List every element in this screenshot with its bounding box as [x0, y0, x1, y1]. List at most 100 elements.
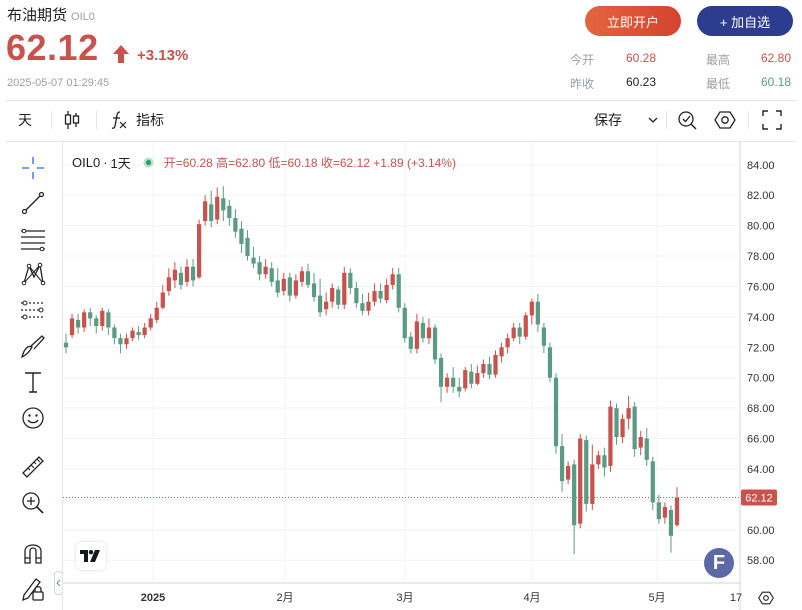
candle — [166, 268, 171, 296]
candle-body — [239, 228, 244, 244]
candle — [511, 322, 516, 342]
candle — [100, 307, 105, 331]
trendline-tool[interactable] — [18, 188, 48, 218]
lock-pencil-icon — [22, 578, 44, 602]
candle — [209, 190, 214, 228]
candle — [69, 313, 75, 339]
candle-body — [445, 377, 450, 387]
fib-lines-tool[interactable] — [18, 224, 48, 254]
candle-body — [215, 196, 220, 220]
ruler-lines-tool[interactable] — [18, 295, 48, 325]
candle-body — [656, 502, 661, 520]
candle — [378, 283, 383, 304]
candle-body — [136, 332, 141, 336]
candle — [233, 208, 238, 238]
candle-body — [584, 440, 589, 504]
candle — [293, 274, 298, 299]
settings-button[interactable] — [714, 106, 736, 134]
magnet-tool[interactable] — [18, 537, 48, 567]
candle-body — [233, 218, 238, 232]
lock-pencil-tool[interactable] — [18, 573, 48, 603]
candle — [372, 283, 377, 307]
tradingview-logo[interactable] — [76, 542, 106, 570]
candle-body — [626, 408, 631, 419]
candle — [596, 450, 601, 469]
candle — [215, 187, 220, 225]
candle-body — [517, 327, 522, 337]
candle-body — [529, 301, 534, 316]
f-logo-icon[interactable]: F — [704, 548, 734, 578]
last-price-badge — [741, 489, 777, 506]
candle — [390, 268, 395, 290]
candle — [445, 373, 450, 393]
candle — [402, 303, 407, 343]
indicators-button[interactable]: 指标 — [110, 106, 164, 134]
zoom-in-tool[interactable] — [18, 488, 48, 518]
fullscreen-button[interactable] — [762, 106, 782, 134]
candle-body — [457, 386, 462, 392]
candle — [354, 281, 359, 308]
candle — [565, 461, 571, 485]
candle — [481, 359, 486, 378]
candle-body — [75, 319, 81, 328]
candle — [94, 315, 99, 334]
candle — [493, 350, 498, 378]
text-tool[interactable] — [18, 367, 48, 397]
candle — [239, 221, 244, 254]
axis-settings-button[interactable] — [756, 589, 776, 607]
candle — [88, 307, 93, 327]
candle — [632, 402, 637, 457]
add-watchlist-button[interactable]: + 加自选 — [697, 6, 793, 36]
candle — [136, 326, 141, 340]
candle — [644, 427, 649, 466]
candle-body — [493, 354, 498, 375]
chart-grid — [63, 142, 741, 610]
candle-body — [505, 338, 510, 348]
brush-tool[interactable] — [18, 331, 48, 361]
candle — [366, 292, 371, 316]
open-account-button[interactable]: 立即开户 — [585, 6, 681, 36]
zoom-in-icon — [22, 492, 44, 514]
candle-body — [118, 338, 123, 345]
candle-body — [523, 315, 528, 337]
candle-body — [578, 438, 583, 524]
candle-body — [245, 237, 250, 257]
prev-close-value: 60.23 — [626, 75, 657, 89]
fullscreen-icon — [762, 110, 782, 130]
candle-body — [88, 312, 93, 319]
candle-body — [559, 446, 565, 482]
alert-button[interactable] — [676, 106, 698, 134]
candle — [475, 365, 480, 386]
candle-body — [372, 291, 377, 302]
interval-selector[interactable]: 天 — [18, 112, 32, 128]
candle — [656, 494, 661, 524]
emoji-tool[interactable] — [18, 403, 48, 433]
candle — [336, 286, 341, 310]
candle-body — [130, 330, 135, 339]
crosshair-tool[interactable] — [18, 153, 48, 183]
tradingview-logo-icon — [80, 550, 100, 562]
candle-body — [644, 438, 649, 460]
candle — [469, 364, 474, 389]
candle — [420, 316, 426, 343]
pattern-tool[interactable] — [18, 259, 48, 289]
candle-body — [172, 269, 178, 281]
candle-body — [481, 364, 486, 374]
y-tick-label: 82.00 — [747, 190, 775, 202]
header-divider — [6, 100, 796, 101]
candle-body — [463, 370, 468, 389]
candle — [463, 367, 468, 392]
candle — [269, 262, 274, 287]
candle — [330, 283, 335, 308]
y-tick-label: 78.00 — [747, 251, 775, 263]
y-tick-label: 58.00 — [747, 555, 775, 567]
candle — [63, 333, 69, 354]
save-menu[interactable]: 保存 — [594, 106, 658, 134]
candle-body — [184, 266, 190, 282]
measure-tool[interactable] — [18, 452, 48, 482]
chart-type-button[interactable] — [63, 106, 81, 134]
trendline-icon — [21, 191, 45, 215]
candlestick-icon — [64, 111, 80, 129]
x-tick-label: 2月 — [276, 592, 293, 604]
